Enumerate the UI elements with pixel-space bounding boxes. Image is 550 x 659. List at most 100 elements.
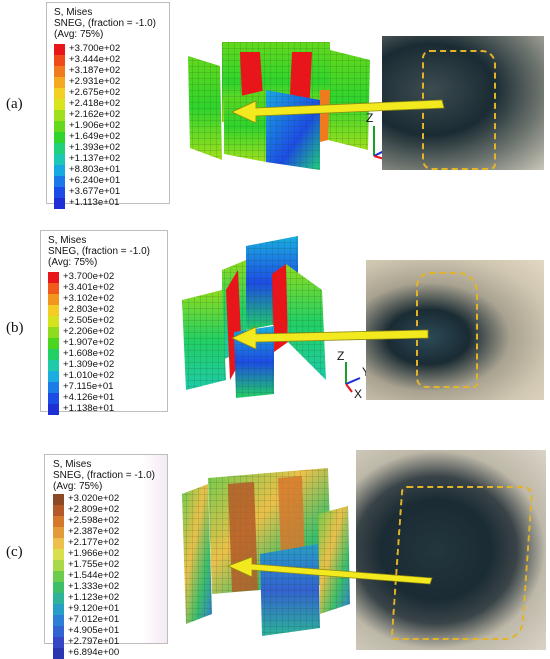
legend-entry: +1.138e+01	[48, 403, 167, 415]
legend-value: +3.700e+02	[63, 271, 115, 282]
legend-value: +6.894e+00	[68, 647, 120, 658]
legend-averaging: (Avg: 75%)	[48, 257, 98, 268]
legend-swatch	[53, 516, 64, 527]
panel-c: (c) S, Mises SNEG, (fraction = -1.0) (Av…	[0, 420, 550, 659]
legend-entry: +1.966e+02	[53, 548, 167, 560]
legend-value: +1.309e+02	[63, 359, 115, 370]
legend-swatch	[53, 549, 64, 560]
legend-value: +4.126e+01	[63, 392, 115, 403]
legend-value: +1.966e+02	[68, 548, 120, 559]
legend-value: +2.797e+01	[68, 636, 120, 647]
legend-value: +2.598e+02	[68, 515, 120, 526]
legend-swatch	[54, 99, 65, 110]
legend-value: +2.387e+02	[68, 526, 120, 537]
legend-entry: +2.177e+02	[53, 537, 167, 549]
legend-value: +8.803e+01	[69, 164, 121, 175]
legend-value: +2.206e+02	[63, 326, 115, 337]
panel-label: (b)	[6, 320, 24, 336]
pointer-arrow	[226, 556, 433, 585]
legend-averaging: (Avg: 75%)	[54, 29, 104, 40]
legend-value: +2.177e+02	[68, 537, 120, 548]
legend-value: +2.505e+02	[63, 315, 115, 326]
legend-value: +2.418e+02	[69, 98, 121, 109]
legend-value: +2.162e+02	[69, 109, 121, 120]
legend-value: +1.113e+01	[69, 197, 120, 208]
legend-swatch	[54, 121, 65, 132]
legend-entry: +2.797e+01	[53, 636, 167, 648]
legend-entry: +2.803e+02	[48, 304, 167, 316]
legend-swatch	[54, 143, 65, 154]
legend-swatch	[53, 582, 64, 593]
legend-value: +3.102e+02	[63, 293, 115, 304]
legend-swatch	[54, 77, 65, 88]
legend-swatch	[53, 505, 64, 516]
legend-swatch	[53, 593, 64, 604]
legend-averaging: (Avg: 75%)	[53, 481, 103, 492]
legend-title: S, Mises	[48, 235, 87, 246]
legend-value: +1.138e+01	[63, 403, 115, 414]
legend-swatch	[54, 110, 65, 121]
legend-value: +3.700e+02	[69, 43, 121, 54]
legend-entry: +3.401e+02	[48, 282, 167, 294]
legend-swatch	[54, 154, 65, 165]
legend-entry: +3.102e+02	[48, 293, 167, 305]
legend-entry: +2.931e+02	[54, 76, 169, 88]
legend-entry: +1.907e+02	[48, 337, 167, 349]
legend-value: +1.137e+02	[69, 153, 121, 164]
legend-entry: +2.809e+02	[53, 504, 167, 516]
legend-value: +1.333e+02	[68, 581, 120, 592]
legend-value: +2.809e+02	[68, 504, 120, 515]
legend-swatch	[48, 360, 59, 371]
legend-swatch	[48, 283, 59, 294]
legend-entry: +9.120e+01	[53, 603, 167, 615]
legend-entry: +3.444e+02	[54, 54, 169, 66]
legend-entry: +1.123e+02	[53, 592, 167, 604]
legend-subtitle: SNEG, (fraction = -1.0)	[54, 18, 156, 29]
legend-value: +1.649e+02	[69, 131, 121, 142]
legend-swatch	[54, 132, 65, 143]
legend-swatch	[48, 327, 59, 338]
legend-value: +1.906e+02	[69, 120, 121, 131]
legend-entry: +1.137e+02	[54, 153, 169, 165]
pointer-arrow	[231, 326, 429, 350]
legend-subtitle: SNEG, (fraction = -1.0)	[53, 470, 155, 481]
legend-entry: +1.393e+02	[54, 142, 169, 154]
legend-entry: +1.309e+02	[48, 359, 167, 371]
legend-entry: +1.333e+02	[53, 581, 167, 593]
legend-swatch	[54, 176, 65, 187]
legend-value: +3.020e+02	[68, 493, 120, 504]
legend-swatch	[53, 494, 64, 505]
legend-title: S, Mises	[54, 7, 93, 18]
legend-entry: +2.206e+02	[48, 326, 167, 338]
legend-entry: +3.700e+02	[48, 271, 167, 283]
fe-model-mesh	[182, 236, 326, 398]
legend-swatch	[48, 338, 59, 349]
stress-legend: S, Mises SNEG, (fraction = -1.0) (Avg: 7…	[46, 2, 170, 209]
legend-value: +7.012e+01	[68, 614, 120, 625]
legend-swatch	[54, 66, 65, 77]
legend-swatch	[48, 316, 59, 327]
legend-swatch	[53, 527, 64, 538]
legend-value: +3.187e+02	[69, 65, 121, 76]
legend-entry: +7.012e+01	[53, 614, 167, 626]
legend-swatch	[54, 198, 65, 209]
legend-value: +7.115e+01	[63, 381, 114, 392]
legend-entry: +3.187e+02	[54, 65, 169, 77]
legend-entry: +1.113e+01	[54, 197, 169, 209]
legend-swatch	[53, 615, 64, 626]
legend-entry: +2.505e+02	[48, 315, 167, 327]
failure-zone-outline	[422, 50, 496, 170]
legend-swatch	[48, 371, 59, 382]
panel-b: (b) S, Mises SNEG, (fraction = -1.0) (Av…	[0, 210, 550, 420]
legend-value: +1.393e+02	[69, 142, 121, 153]
legend-entry: +6.894e+00	[53, 647, 167, 659]
legend-swatch	[53, 637, 64, 648]
legend-scale: +3.700e+02 +3.401e+02 +3.102e+02 +2.803e+02…	[48, 271, 167, 415]
axis-z-label: Z	[366, 111, 373, 125]
legend-swatch	[53, 604, 64, 615]
legend-entry: +4.905e+01	[53, 625, 167, 637]
axis-z-label: Z	[337, 350, 344, 363]
legend-swatch	[48, 305, 59, 316]
legend-swatch	[48, 382, 59, 393]
legend-swatch	[54, 88, 65, 99]
